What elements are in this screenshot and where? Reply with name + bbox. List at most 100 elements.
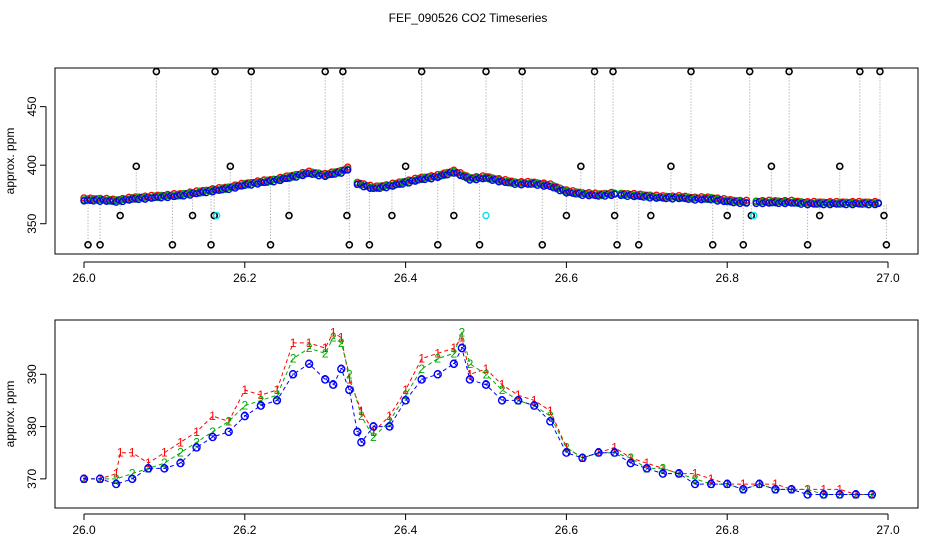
top-y-tick-label: 450 <box>25 96 39 116</box>
series-marker-2: 2 <box>225 414 232 428</box>
series-circle-3 <box>851 490 861 499</box>
top-y-tick-label: 400 <box>25 155 39 175</box>
outlier-point <box>482 67 490 76</box>
outlier-point <box>815 211 824 220</box>
series-circle-3 <box>481 380 491 389</box>
series-marker-3: 3 <box>772 482 779 496</box>
series-marker-3: 3 <box>434 367 441 381</box>
series-marker-1: 1 <box>330 325 337 339</box>
series-marker-3: 3 <box>756 477 763 491</box>
series-marker-3: 3 <box>290 367 297 381</box>
series-marker-3: 3 <box>692 477 699 491</box>
series-marker-2: 2 <box>660 461 667 475</box>
outlier-point <box>152 67 161 76</box>
series-circle-3 <box>144 464 153 473</box>
series-marker-3: 3 <box>627 456 634 470</box>
top-x-tick-label: 26.8 <box>716 271 740 285</box>
series-marker-3: 3 <box>418 373 425 387</box>
series-marker-3: 3 <box>338 362 345 376</box>
series-marker-1: 1 <box>627 451 634 465</box>
series-marker-1: 1 <box>258 388 265 402</box>
series-marker-1: 1 <box>499 378 506 392</box>
series-marker-1: 1 <box>563 440 570 454</box>
series-circle-3 <box>369 422 378 431</box>
series-marker-1: 1 <box>358 404 365 418</box>
outlier-point <box>188 211 197 220</box>
series-marker-1: 1 <box>113 467 120 481</box>
series-marker-3: 3 <box>354 425 361 439</box>
top-x-tick-label: 26.0 <box>72 271 96 285</box>
series-marker-1: 1 <box>418 352 425 366</box>
top-x-tick-label: 26.6 <box>555 271 579 285</box>
series-circle-3 <box>819 490 828 499</box>
series-marker-3: 3 <box>515 393 522 407</box>
outlier-point <box>835 162 844 171</box>
outlier-point <box>876 67 884 76</box>
series-marker-2: 2 <box>145 461 152 475</box>
series-circle-3 <box>787 485 796 494</box>
bottom-x-tick-label: 26.4 <box>394 523 418 537</box>
series-marker-3: 3 <box>450 357 457 371</box>
series-marker-1: 1 <box>643 456 650 470</box>
series-circle-3 <box>304 359 314 369</box>
series-marker-2: 2 <box>756 477 763 491</box>
outlier-point <box>266 241 275 249</box>
series-marker-3: 3 <box>547 414 554 428</box>
outlier-point <box>247 67 256 76</box>
top-y-tick-label: 350 <box>25 213 39 233</box>
series-marker-3: 3 <box>193 440 200 454</box>
series-marker-2: 2 <box>338 336 345 350</box>
outlier-point <box>708 241 717 249</box>
series-marker-3: 3 <box>241 409 248 423</box>
series-marker-2: 2 <box>852 488 859 502</box>
series-marker-1: 1 <box>402 383 409 397</box>
series-circle-3 <box>449 359 459 369</box>
series-marker-2: 2 <box>346 367 353 381</box>
outlier-point <box>285 211 293 220</box>
bottom-y-tick-label: 390 <box>25 364 39 384</box>
series-marker-2: 2 <box>358 409 365 423</box>
series-marker-1: 1 <box>145 456 152 470</box>
series-marker-3: 3 <box>836 488 843 502</box>
series-marker-3: 3 <box>209 430 216 444</box>
series-marker-2: 2 <box>209 425 216 439</box>
series-marker-3: 3 <box>358 435 365 449</box>
series-marker-1: 1 <box>450 341 457 355</box>
outlier-point <box>577 162 585 171</box>
series-marker-3: 3 <box>660 467 667 481</box>
series-marker-2: 2 <box>418 362 425 376</box>
series-marker-3: 3 <box>258 399 265 413</box>
series-marker-3: 3 <box>113 477 120 491</box>
series-marker-3: 3 <box>467 373 474 387</box>
outlier-point <box>321 67 330 76</box>
outlier-point <box>388 211 396 220</box>
outlier-point <box>211 67 219 76</box>
series-marker-3: 3 <box>129 472 136 486</box>
series-marker-2: 2 <box>804 482 811 496</box>
series-marker-3: 3 <box>708 477 715 491</box>
series-marker-3: 3 <box>820 488 827 502</box>
series-marker-3: 3 <box>804 488 811 502</box>
outlier-point <box>613 241 621 249</box>
series-marker-2: 2 <box>161 456 168 470</box>
series-circle-3 <box>642 464 651 473</box>
series-circle-3 <box>385 422 394 431</box>
series-marker-3: 3 <box>402 393 409 407</box>
series-circle-3 <box>465 375 475 384</box>
series-circle-3 <box>513 396 523 405</box>
outlier-point <box>116 211 124 220</box>
series-marker-1: 1 <box>660 461 667 475</box>
series-marker-3: 3 <box>852 488 859 502</box>
bottom-x-tick-label: 26.8 <box>716 523 740 537</box>
series-marker-2: 2 <box>499 383 506 397</box>
series-marker-1: 1 <box>386 409 393 423</box>
series-marker-3: 3 <box>869 488 876 502</box>
series-marker-3: 3 <box>740 482 747 496</box>
series-circle-3 <box>578 453 587 463</box>
series-marker-2: 2 <box>129 467 136 481</box>
outlier-point <box>401 162 410 171</box>
outlier-point <box>210 211 219 220</box>
series-marker-2: 2 <box>483 367 490 381</box>
cyan-point <box>482 211 490 220</box>
